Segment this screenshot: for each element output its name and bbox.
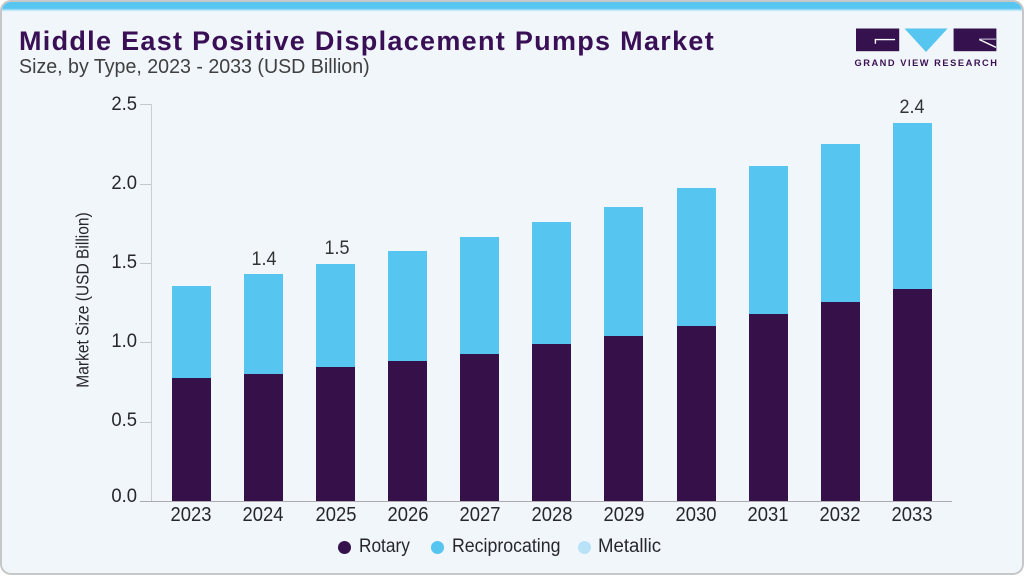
svg-text:GRAND VIEW RESEARCH: GRAND VIEW RESEARCH <box>854 58 998 68</box>
